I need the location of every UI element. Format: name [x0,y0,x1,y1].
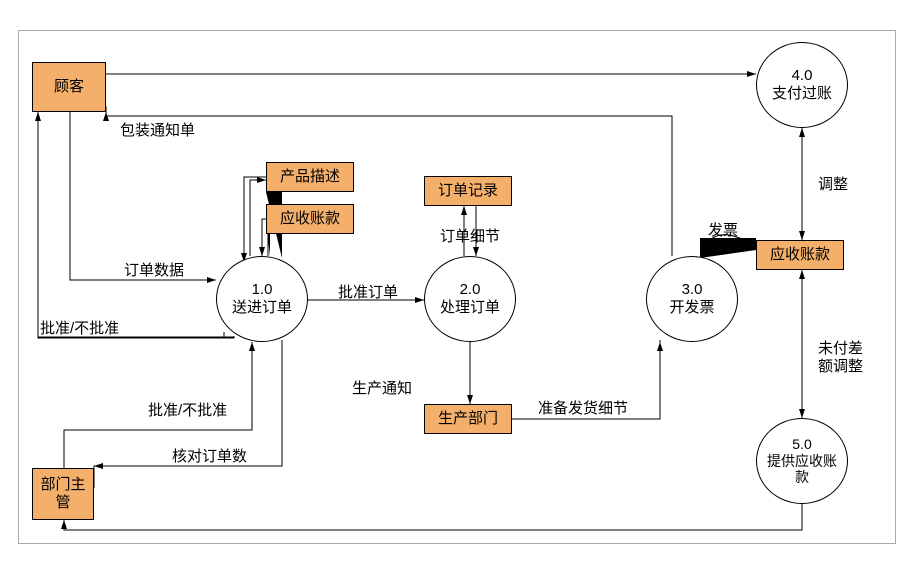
node-p5-label: 5.0 提供应收账 款 [767,436,837,486]
node-order-rec-label: 订单记录 [438,182,498,200]
node-p2-label: 2.0 处理订单 [440,281,500,317]
label-unpaid: 未付差 额调整 [818,322,863,376]
label-pack-slip: 包装通知单 [120,122,195,140]
node-ar1: 应收账款 [266,204,354,234]
node-supervisor: 部门主 管 [32,468,94,520]
label-order-data: 订单数据 [124,262,184,280]
node-ar2: 应收账款 [756,240,844,270]
diagram-canvas: 顾客 部门主 管 产品描述 应收账款 订单记录 生产部门 应收账款 1.0 送进… [0,0,914,572]
label-check-order: 核对订单数 [172,448,247,466]
label-order-detail: 订单细节 [440,228,500,246]
node-supervisor-label: 部门主 管 [40,476,85,512]
node-p3: 3.0 开发票 [646,256,738,342]
node-customer-label: 顾客 [54,78,84,96]
label-adjust: 调整 [818,176,848,194]
node-prod-desc: 产品描述 [266,162,354,192]
node-p1-label: 1.0 送进订单 [232,281,292,317]
label-approve2: 批准/不批准 [148,402,227,420]
node-p3-label: 3.0 开发票 [669,281,714,317]
node-order-rec: 订单记录 [424,176,512,206]
label-ship-detail: 准备发货细节 [538,400,628,418]
node-prod-desc-label: 产品描述 [280,168,340,186]
node-p5: 5.0 提供应收账 款 [756,418,848,504]
label-approve1: 批准/不批准 [40,320,119,338]
node-prod-dept: 生产部门 [424,404,512,434]
label-approve-order: 批准订单 [338,284,398,302]
node-customer: 顾客 [32,62,106,112]
node-p4-label: 4.0 支付过账 [772,67,832,103]
node-p1: 1.0 送进订单 [216,256,308,342]
node-p4: 4.0 支付过账 [756,42,848,128]
label-invoice: 发票 [708,222,738,240]
label-prod-notice: 生产通知 [352,380,412,398]
node-prod-dept-label: 生产部门 [438,410,498,428]
node-ar1-label: 应收账款 [280,210,340,228]
node-p2: 2.0 处理订单 [424,256,516,342]
node-ar2-label: 应收账款 [770,246,830,264]
